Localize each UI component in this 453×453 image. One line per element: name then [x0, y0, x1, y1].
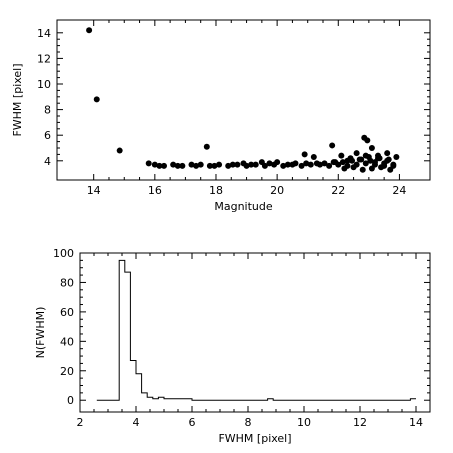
- data-point: [145, 160, 152, 167]
- y-tick-label: 6: [44, 129, 51, 142]
- data-point: [364, 137, 371, 144]
- data-point: [341, 165, 348, 172]
- data-point: [368, 145, 375, 151]
- data-point: [339, 159, 346, 166]
- data-point: [344, 157, 351, 164]
- x-axis-label: Magnitude: [214, 200, 273, 213]
- data-point: [384, 150, 391, 157]
- y-tick-label: 100: [53, 247, 74, 260]
- data-point: [332, 159, 339, 166]
- plot-frame: [56, 19, 431, 181]
- data-point: [248, 161, 255, 168]
- data-point: [179, 162, 186, 169]
- x-tick-label: 18: [209, 184, 223, 197]
- y-tick-label: 4: [44, 155, 51, 168]
- data-point: [350, 164, 357, 171]
- data-point: [203, 143, 210, 150]
- y-tick-label: 60: [60, 306, 74, 319]
- x-tick-label: 4: [133, 416, 140, 429]
- scatter-panel: 14 16 18 20 22 24 4 6 8 10 12 14 Magnitude FWHM [pixe…: [11, 19, 431, 213]
- data-point: [301, 151, 308, 158]
- data-point: [240, 160, 247, 167]
- data-point: [93, 96, 100, 103]
- data-point: [225, 162, 232, 169]
- data-point: [211, 162, 218, 169]
- data-point: [258, 159, 265, 166]
- data-point: [284, 161, 291, 168]
- y-tick-label: 40: [60, 335, 74, 348]
- data-point: [116, 147, 123, 154]
- data-point: [310, 153, 317, 160]
- data-point: [188, 161, 195, 168]
- data-point: [229, 161, 236, 168]
- data-point: [313, 160, 320, 167]
- data-point: [371, 159, 378, 166]
- y-axis-label: FWHM [pixel]: [11, 63, 24, 136]
- data-point: [356, 156, 363, 163]
- data-point: [338, 152, 345, 159]
- y-tick-label: 12: [37, 52, 51, 65]
- data-point: [390, 162, 397, 169]
- x-tick-label: 24: [392, 184, 406, 197]
- x-axis-label: FWHM [pixel]: [218, 432, 291, 445]
- x-tick-label: 14: [409, 416, 423, 429]
- x-tick-label: 8: [245, 416, 252, 429]
- data-point: [359, 166, 366, 173]
- y-tick-label: 14: [37, 27, 51, 40]
- x-tick-label: 2: [77, 416, 84, 429]
- data-point: [362, 160, 369, 167]
- data-point: [234, 161, 241, 168]
- data-point: [303, 160, 310, 167]
- data-point: [353, 150, 360, 157]
- data-point: [362, 152, 369, 159]
- x-tick-label: 12: [353, 416, 367, 429]
- data-point: [329, 142, 336, 149]
- data-point: [206, 162, 213, 169]
- data-point: [156, 162, 163, 169]
- y-axis-label: N(FWHM): [34, 307, 47, 359]
- data-point: [216, 161, 223, 168]
- x-tick-label: 6: [189, 416, 196, 429]
- y-tick-label: 20: [60, 365, 74, 378]
- x-tick-label: 22: [331, 184, 345, 197]
- data-point: [174, 162, 181, 169]
- data-point: [321, 160, 328, 167]
- x-tick-label: 14: [87, 184, 101, 197]
- plot-frame: [79, 252, 431, 413]
- y-tick-label: 80: [60, 276, 74, 289]
- x-tick-label: 10: [297, 416, 311, 429]
- data-point: [307, 161, 314, 168]
- y-tick-label: 0: [67, 394, 74, 407]
- data-point: [193, 162, 200, 169]
- data-point: [326, 162, 333, 169]
- data-point: [298, 162, 305, 169]
- y-tick-label: 10: [37, 78, 51, 91]
- data-point: [280, 162, 287, 169]
- histogram-step-line: [96, 259, 416, 401]
- x-tick-label: 20: [270, 184, 284, 197]
- histogram-panel: 2 4 6 8 10 12 14 0 20 40 60 80 100 FWHM [pixel] N(FWHM…: [34, 247, 431, 445]
- data-point: [161, 162, 168, 169]
- data-point: [381, 160, 388, 167]
- data-point: [292, 160, 299, 167]
- data-point: [197, 161, 204, 168]
- data-point: [393, 153, 400, 160]
- data-point: [368, 165, 375, 172]
- data-point: [151, 161, 158, 168]
- data-point: [252, 161, 259, 168]
- x-tick-label: 16: [148, 184, 162, 197]
- data-point: [274, 159, 281, 166]
- y-tick-label: 8: [44, 104, 51, 117]
- data-point: [170, 161, 177, 168]
- data-point: [86, 27, 93, 34]
- data-point: [266, 160, 273, 167]
